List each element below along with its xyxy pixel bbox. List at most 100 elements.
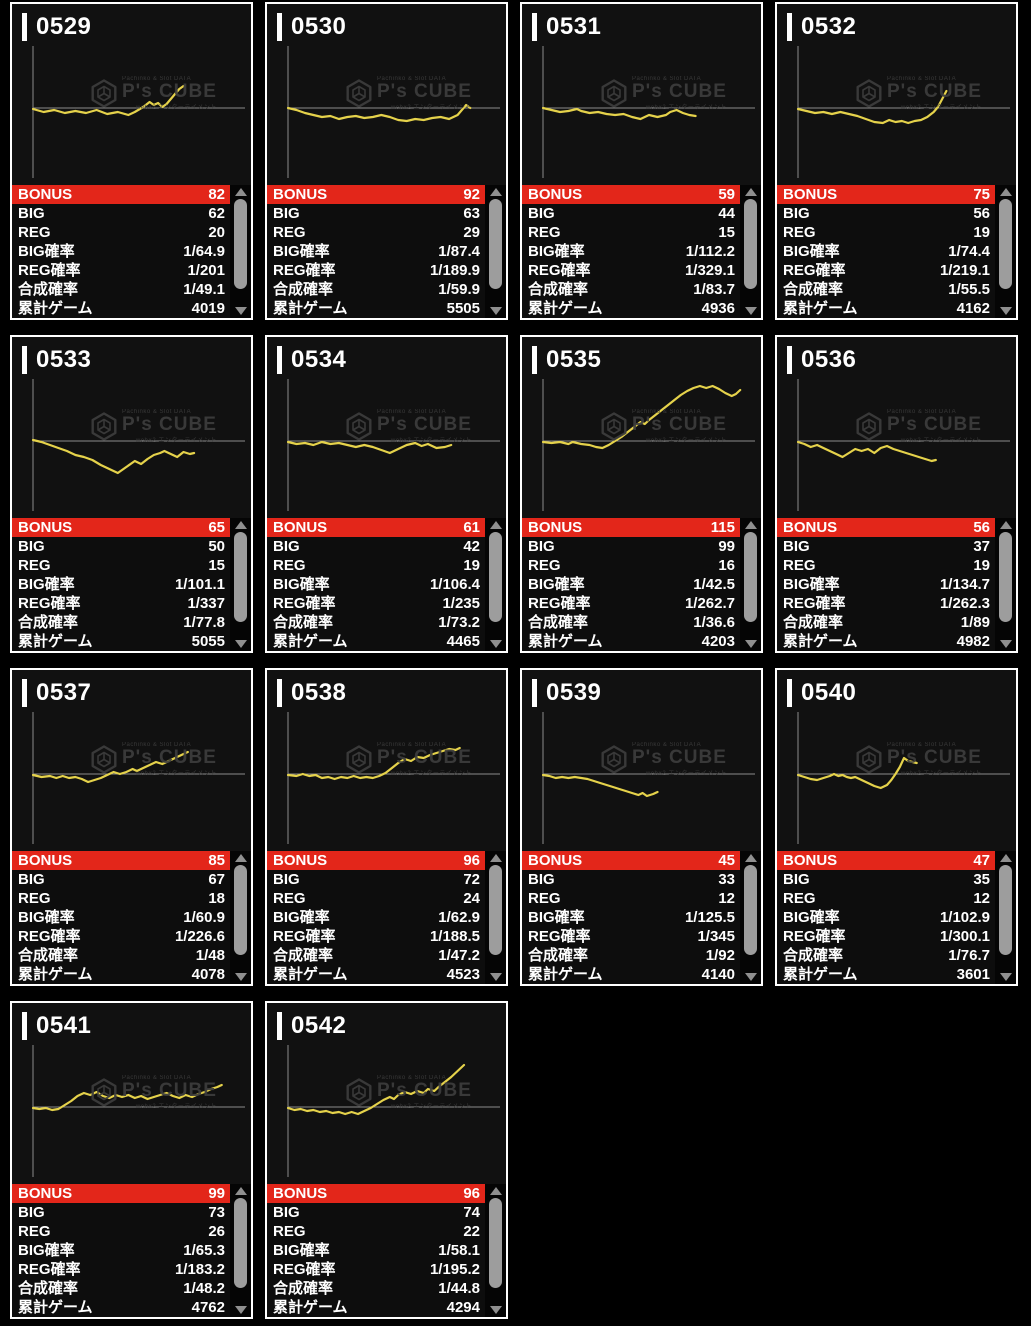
scrollbar-track[interactable] (999, 199, 1012, 304)
scroll-up-icon[interactable] (999, 188, 1012, 196)
machine-card[interactable]: 0530 Pachinko & Slot DATA P's CUBE web× (265, 2, 508, 320)
scrollbar[interactable] (995, 518, 1016, 651)
scrollbar[interactable] (230, 185, 251, 318)
scrollbar[interactable] (230, 518, 251, 651)
scrollbar-thumb[interactable] (234, 865, 247, 956)
scrollbar-thumb[interactable] (999, 199, 1012, 290)
scrollbar[interactable] (740, 851, 761, 984)
scrollbar-track[interactable] (744, 199, 757, 304)
scrollbar-track[interactable] (999, 865, 1012, 970)
stat-value: 56 (973, 519, 990, 536)
scrollbar-track[interactable] (234, 199, 247, 304)
machine-card[interactable]: 0538 Pachinko & Slot DATA P's CUBE web× (265, 668, 508, 986)
scrollbar-thumb[interactable] (744, 865, 757, 956)
scrollbar[interactable] (485, 1184, 506, 1317)
machine-card[interactable]: 0541 Pachinko & Slot DATA P's CUBE web× (10, 1001, 253, 1319)
stat-value: 1/329.1 (684, 262, 735, 279)
machine-card[interactable]: 0531 Pachinko & Slot DATA P's CUBE web× (520, 2, 763, 320)
scroll-down-icon[interactable] (489, 973, 502, 981)
machine-card[interactable]: 0534 Pachinko & Slot DATA P's CUBE web× (265, 335, 508, 653)
scroll-up-icon[interactable] (489, 521, 502, 529)
scrollbar-thumb[interactable] (234, 532, 247, 623)
machine-card[interactable]: 0535 Pachinko & Slot DATA P's CUBE web× (520, 335, 763, 653)
scrollbar-track[interactable] (489, 1198, 502, 1303)
scroll-down-icon[interactable] (999, 973, 1012, 981)
machine-card[interactable]: 0539 Pachinko & Slot DATA P's CUBE web× (520, 668, 763, 986)
scroll-down-icon[interactable] (744, 640, 757, 648)
stat-value: 4294 (446, 1299, 480, 1316)
scroll-up-icon[interactable] (744, 188, 757, 196)
machine-card[interactable]: 0542 Pachinko & Slot DATA P's CUBE web× (265, 1001, 508, 1319)
stat-label: 累計ゲーム (528, 966, 603, 983)
machine-card[interactable]: 0536 Pachinko & Slot DATA P's CUBE web× (775, 335, 1018, 653)
scrollbar-thumb[interactable] (489, 199, 502, 290)
scrollbar-thumb[interactable] (744, 532, 757, 623)
scrollbar[interactable] (230, 851, 251, 984)
scroll-up-icon[interactable] (489, 854, 502, 862)
scroll-up-icon[interactable] (489, 188, 502, 196)
scroll-up-icon[interactable] (744, 854, 757, 862)
scrollbar-thumb[interactable] (489, 865, 502, 956)
scrollbar[interactable] (230, 1184, 251, 1317)
scrollbar-track[interactable] (489, 199, 502, 304)
scroll-up-icon[interactable] (999, 521, 1012, 529)
scroll-down-icon[interactable] (234, 307, 247, 315)
scroll-up-icon[interactable] (234, 521, 247, 529)
stat-label: REG確率 (783, 595, 846, 612)
scroll-down-icon[interactable] (999, 307, 1012, 315)
scrollbar-thumb[interactable] (999, 865, 1012, 956)
scrollbar[interactable] (995, 185, 1016, 318)
scrollbar[interactable] (740, 518, 761, 651)
scroll-down-icon[interactable] (489, 1306, 502, 1314)
stat-label: REG確率 (273, 1261, 336, 1278)
scrollbar[interactable] (485, 851, 506, 984)
machine-card[interactable]: 0537 Pachinko & Slot DATA P's CUBE web× (10, 668, 253, 986)
scrollbar[interactable] (740, 185, 761, 318)
scroll-down-icon[interactable] (234, 1306, 247, 1314)
scrollbar[interactable] (485, 185, 506, 318)
scrollbar[interactable] (995, 851, 1016, 984)
scroll-down-icon[interactable] (489, 307, 502, 315)
machine-card[interactable]: 0540 Pachinko & Slot DATA P's CUBE web× (775, 668, 1018, 986)
scrollbar-thumb[interactable] (489, 1198, 502, 1289)
stat-label: 合成確率 (18, 1280, 79, 1297)
scroll-down-icon[interactable] (744, 973, 757, 981)
scrollbar-track[interactable] (489, 865, 502, 970)
scroll-up-icon[interactable] (999, 854, 1012, 862)
scroll-up-icon[interactable] (234, 188, 247, 196)
stat-label: 累計ゲーム (273, 300, 348, 317)
scroll-down-icon[interactable] (489, 640, 502, 648)
machine-card[interactable]: 0529 Pachinko & Slot DATA P's CUBE web× (10, 2, 253, 320)
scrollbar-track[interactable] (999, 532, 1012, 637)
scrollbar-thumb[interactable] (489, 532, 502, 623)
stat-label: BIG確率 (273, 1242, 330, 1259)
scrollbar-track[interactable] (234, 532, 247, 637)
stat-label: BONUS (273, 1185, 328, 1202)
scrollbar-track[interactable] (744, 532, 757, 637)
scroll-up-icon[interactable] (744, 521, 757, 529)
scroll-down-icon[interactable] (999, 640, 1012, 648)
scrollbar[interactable] (485, 518, 506, 651)
scrollbar-track[interactable] (234, 1198, 247, 1303)
scrollbar-track[interactable] (744, 865, 757, 970)
scroll-up-icon[interactable] (234, 1187, 247, 1195)
scrollbar-track[interactable] (489, 532, 502, 637)
scrollbar-track[interactable] (234, 865, 247, 970)
scroll-down-icon[interactable] (234, 640, 247, 648)
scroll-up-icon[interactable] (234, 854, 247, 862)
scroll-down-icon[interactable] (234, 973, 247, 981)
scroll-down-icon[interactable] (744, 307, 757, 315)
scroll-up-icon[interactable] (489, 1187, 502, 1195)
machine-card[interactable]: 0532 Pachinko & Slot DATA P's CUBE web× (775, 2, 1018, 320)
machine-card[interactable]: 0533 Pachinko & Slot DATA P's CUBE web× (10, 335, 253, 653)
stat-label: 累計ゲーム (783, 633, 858, 650)
stat-value: 74 (463, 1204, 480, 1221)
stat-label: BIG確率 (18, 243, 75, 260)
scrollbar-thumb[interactable] (999, 532, 1012, 623)
stat-row: REG 15 (12, 556, 230, 575)
scrollbar-thumb[interactable] (234, 199, 247, 290)
scrollbar-thumb[interactable] (744, 199, 757, 290)
stat-row: BIG確率 1/74.4 (777, 242, 995, 261)
scrollbar-thumb[interactable] (234, 1198, 247, 1289)
stat-value: 1/125.5 (684, 909, 735, 926)
